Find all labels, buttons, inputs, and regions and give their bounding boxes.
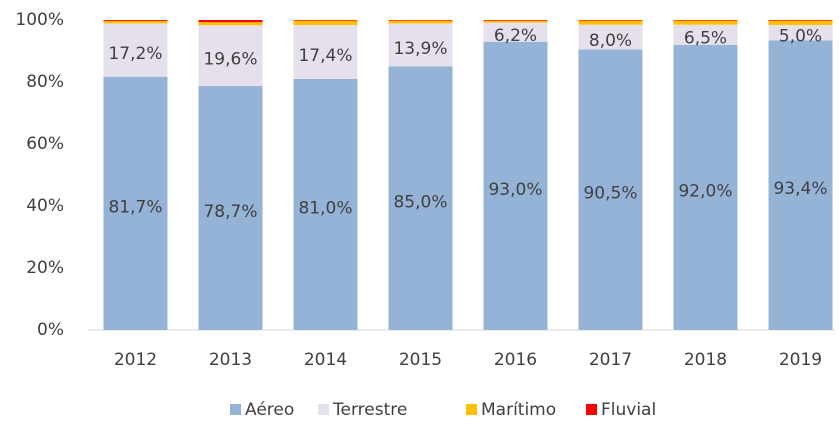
- legend-label: Terrestre: [332, 400, 407, 420]
- value-label: 90,5%: [583, 184, 637, 204]
- legend-swatch: [318, 404, 329, 415]
- bar-segment: [103, 23, 168, 77]
- legend-label: Marítimo: [481, 400, 556, 420]
- legend-swatch: [466, 404, 477, 415]
- bar-segment: [483, 41, 548, 330]
- bar-segment: [578, 20, 643, 21]
- y-tick-label: 80%: [26, 72, 64, 92]
- value-label: 92,0%: [678, 181, 732, 201]
- y-tick-label: 0%: [37, 320, 64, 340]
- bar-segment: [198, 86, 263, 330]
- bar-segment: [673, 20, 738, 21]
- bar-segment: [198, 22, 263, 26]
- bar-segment: [483, 20, 548, 23]
- bar-segment: [673, 20, 738, 25]
- y-tick-label: 40%: [26, 196, 64, 216]
- value-label: 81,0%: [298, 198, 352, 218]
- bar-segment: [198, 20, 263, 23]
- x-tick-label: 2016: [494, 350, 537, 370]
- bar-segment: [388, 23, 453, 67]
- x-tick-label: 2019: [779, 350, 822, 370]
- value-label: 17,2%: [108, 44, 162, 64]
- bar-segment: [198, 25, 263, 87]
- value-label: 85,0%: [393, 192, 447, 212]
- legend-label: Fluvial: [601, 400, 656, 420]
- x-tick-label: 2014: [304, 350, 347, 370]
- legend-swatch: [586, 404, 597, 415]
- value-label: 8,0%: [589, 31, 632, 51]
- bar-segment: [103, 76, 168, 330]
- x-tick-label: 2015: [399, 350, 442, 370]
- value-label: 17,4%: [298, 46, 352, 66]
- bar-segment: [293, 78, 358, 331]
- bar-segment: [103, 20, 168, 21]
- bar-segment: [483, 20, 548, 21]
- bar-segment: [388, 20, 453, 24]
- bar-segment: [103, 20, 168, 24]
- x-tick-label: 2017: [589, 350, 632, 370]
- bar-segment: [673, 44, 738, 331]
- y-tick-label: 20%: [26, 258, 64, 278]
- value-label: 13,9%: [393, 39, 447, 59]
- bar-segment: [293, 20, 358, 25]
- legend-swatch: [230, 404, 241, 415]
- bar-segment: [768, 20, 833, 25]
- x-tick-label: 2018: [684, 350, 727, 370]
- value-label: 93,4%: [773, 179, 827, 199]
- bar-segment: [673, 24, 738, 45]
- value-label: 19,6%: [203, 50, 257, 70]
- value-label: 81,7%: [108, 197, 162, 217]
- bar-segment: [578, 20, 643, 25]
- y-tick-label: 60%: [26, 134, 64, 154]
- value-label: 78,7%: [203, 202, 257, 222]
- bar-segment: [768, 40, 833, 331]
- bar-segment: [388, 20, 453, 21]
- bar-segment: [388, 66, 453, 330]
- bar-segment: [578, 24, 643, 50]
- bar-segment: [768, 20, 833, 21]
- value-label: 6,5%: [684, 29, 727, 49]
- bar-segment: [483, 22, 548, 42]
- legend-label: Aéreo: [245, 400, 294, 420]
- x-tick-label: 2013: [209, 350, 252, 370]
- x-tick-label: 2012: [114, 350, 157, 370]
- value-label: 6,2%: [494, 26, 537, 46]
- bar-segment: [293, 20, 358, 21]
- bar-segment: [768, 24, 833, 41]
- value-label: 5,0%: [779, 27, 822, 47]
- y-tick-label: 100%: [15, 10, 64, 30]
- value-label: 93,0%: [488, 180, 542, 200]
- bar-segment: [293, 24, 358, 79]
- bar-segment: [578, 49, 643, 330]
